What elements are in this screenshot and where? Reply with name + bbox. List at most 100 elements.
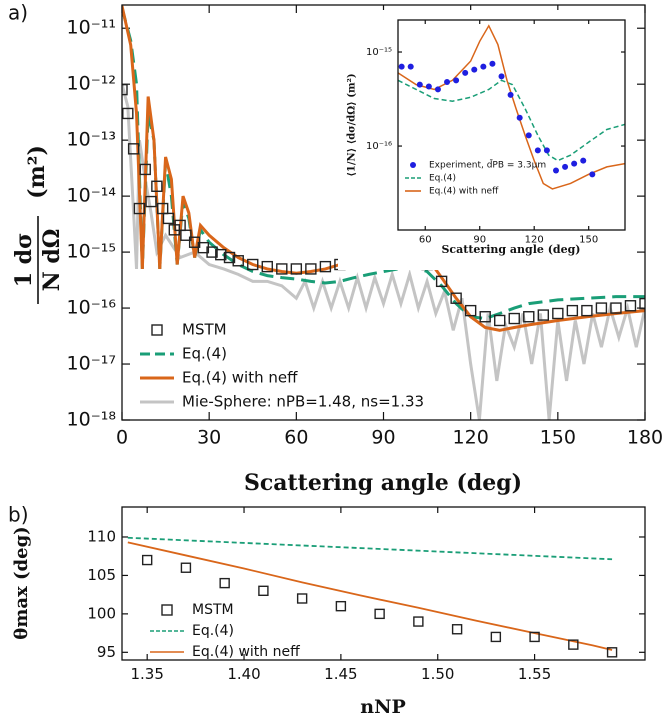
x-axis-label: Scattering angle (deg) bbox=[441, 243, 580, 256]
marker bbox=[215, 248, 227, 261]
legend-label: Eq.(4) bbox=[192, 623, 234, 639]
legend-label: Eq.(4) with neff bbox=[192, 644, 300, 660]
marker bbox=[122, 107, 134, 120]
x-tick-label: 90 bbox=[473, 235, 486, 246]
marker bbox=[133, 202, 146, 215]
marker bbox=[507, 91, 514, 98]
marker bbox=[552, 307, 564, 320]
marker bbox=[444, 78, 451, 85]
marker bbox=[498, 73, 505, 80]
marker bbox=[543, 147, 550, 154]
plot-area bbox=[398, 24, 625, 190]
marker bbox=[127, 143, 140, 155]
x-tick-label: 30 bbox=[197, 427, 221, 449]
y-tick-label: 10⁻¹⁷ bbox=[67, 353, 116, 375]
x-tick-label: 90 bbox=[371, 427, 395, 449]
marker bbox=[462, 69, 469, 76]
y-tick-label: 10⁻¹² bbox=[67, 73, 116, 95]
y-axis-label: ⟨1/N⟩ ⟨dσ/dΩ⟩ (m²) bbox=[347, 73, 358, 176]
y-tick-label: 10⁻¹⁵ bbox=[67, 241, 116, 263]
y-tick-label: 10⁻¹⁴ bbox=[67, 185, 117, 207]
legend-marker bbox=[410, 162, 416, 168]
x-tick-label: 60 bbox=[284, 427, 308, 449]
marker bbox=[319, 260, 332, 273]
marker bbox=[571, 160, 578, 167]
marker bbox=[174, 219, 186, 232]
marker bbox=[581, 304, 593, 317]
legend-marker bbox=[151, 324, 163, 336]
legend-label: Eq.(4) bbox=[182, 345, 227, 363]
marker bbox=[589, 171, 596, 178]
marker bbox=[562, 163, 569, 170]
x-tick-label: 120 bbox=[525, 235, 544, 246]
plot-frame bbox=[121, 4, 646, 421]
marker bbox=[206, 246, 218, 258]
marker bbox=[374, 608, 385, 620]
series-line bbox=[398, 79, 625, 162]
marker bbox=[479, 311, 491, 323]
legend-label: MSTM bbox=[192, 602, 234, 618]
marker bbox=[610, 302, 622, 314]
y-tick-label: 110 bbox=[87, 527, 116, 545]
panel-label: b) bbox=[8, 503, 29, 527]
marker bbox=[180, 229, 192, 241]
marker bbox=[639, 297, 645, 310]
marker bbox=[398, 63, 405, 70]
y-label-unit: (m²) bbox=[24, 145, 50, 199]
marker bbox=[516, 114, 523, 121]
marker bbox=[537, 309, 550, 321]
x-axis-label: nNP bbox=[360, 696, 405, 718]
marker bbox=[464, 304, 477, 317]
legend-label: Eq.(4) with neff bbox=[182, 369, 298, 387]
marker bbox=[335, 600, 347, 612]
marker bbox=[490, 631, 502, 643]
marker bbox=[451, 624, 463, 635]
x-tick-label: 1.45 bbox=[324, 665, 357, 683]
marker bbox=[534, 147, 541, 154]
marker bbox=[566, 304, 579, 317]
x-tick-label: 1.55 bbox=[518, 665, 551, 683]
marker bbox=[180, 562, 192, 573]
y-tick-label: 10⁻¹⁵ bbox=[366, 47, 392, 58]
marker bbox=[151, 180, 163, 192]
x-tick-label: 1.35 bbox=[130, 665, 163, 683]
marker bbox=[296, 593, 308, 604]
marker bbox=[552, 167, 559, 174]
y-label-denominator: N dΩ bbox=[39, 229, 65, 292]
series-line bbox=[122, 5, 645, 332]
marker bbox=[523, 311, 535, 323]
marker bbox=[494, 314, 506, 327]
marker bbox=[568, 639, 579, 650]
x-tick-label: 60 bbox=[419, 235, 432, 246]
marker bbox=[425, 83, 432, 90]
marker bbox=[450, 292, 462, 304]
legend-label: MSTM bbox=[182, 321, 227, 339]
x-axis-label: Scattering angle (deg) bbox=[244, 470, 522, 496]
marker bbox=[290, 263, 303, 275]
x-tick-label: 150 bbox=[579, 235, 598, 246]
series-line bbox=[127, 536, 613, 561]
marker bbox=[529, 631, 540, 643]
series-line bbox=[127, 541, 613, 651]
y-tick-label: 105 bbox=[87, 566, 116, 584]
marker bbox=[435, 275, 448, 288]
marker bbox=[122, 83, 128, 96]
marker bbox=[489, 60, 496, 67]
y-axis-label: θmax (deg) bbox=[11, 526, 32, 639]
marker bbox=[416, 81, 423, 88]
chart-panel: 60 90 120 150 10⁻¹⁶ 10⁻¹⁵ Experiment, d̄PB = 3… bbox=[338, 10, 635, 270]
marker bbox=[162, 212, 175, 225]
legend-marker bbox=[161, 604, 173, 616]
x-tick-label: 0 bbox=[116, 427, 128, 449]
legend-label: Mie-Sphere: nPB=1.48, ns=1.33 bbox=[182, 393, 424, 411]
y-tick-label: 10⁻¹¹ bbox=[67, 17, 116, 39]
chart-panel: 1.35 1.40 1.45 1.50 1.55 95 100 105 110 MSTM Eq.(4… bbox=[8, 503, 646, 718]
y-tick-label: 10⁻¹⁶ bbox=[366, 141, 392, 152]
marker bbox=[141, 554, 153, 566]
legend-label: Eq.(4) bbox=[429, 174, 456, 184]
y-axis-label: 1 dσ N dΩ (m²) bbox=[11, 145, 65, 304]
y-label-numerator: 1 dσ bbox=[11, 233, 37, 288]
marker bbox=[139, 163, 151, 176]
x-tick-label: 1.40 bbox=[227, 665, 260, 683]
